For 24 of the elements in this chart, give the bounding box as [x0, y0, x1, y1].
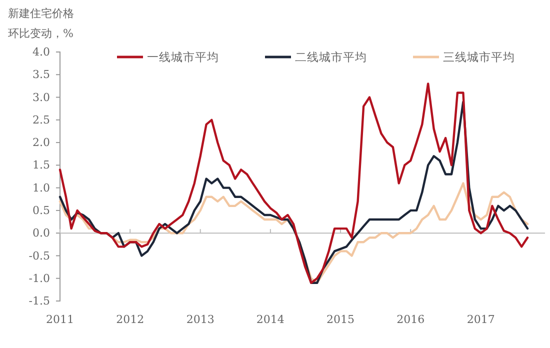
y-tick-label: 3.5 [32, 68, 50, 82]
y-tick-label: 1.0 [32, 181, 50, 194]
x-tick-label: 2017 [466, 313, 495, 326]
y-tick-label: 0.5 [32, 204, 50, 217]
y-tick-label: -1.0 [28, 272, 50, 285]
y-tick-label: 0.0 [32, 226, 50, 240]
y-tick-label: 2.0 [32, 136, 50, 150]
x-tick-label: 2015 [326, 313, 355, 326]
legend-label: 二线城市平均 [295, 50, 367, 64]
legend-label: 一线城市平均 [147, 50, 219, 64]
line-series [58, 182, 529, 284]
legend-label: 三线城市平均 [443, 50, 515, 64]
x-tick-label: 2016 [396, 313, 425, 326]
x-tick-label: 2011 [46, 313, 74, 326]
x-tick-label: 2014 [256, 313, 284, 326]
y-tick-label: 4.0 [32, 46, 50, 59]
x-tick-label: 2012 [116, 313, 144, 326]
x-tick-label: 2013 [186, 313, 214, 326]
y-tick-label: -1.5 [28, 294, 50, 308]
y-tick-label: -0.5 [28, 249, 50, 262]
y-tick-label: 1.5 [32, 158, 50, 172]
y-axis-title: 新建住宅价格环比变动，% [8, 7, 74, 40]
y-tick-label: 2.5 [32, 113, 50, 126]
y-tick-label: 3.0 [32, 90, 50, 104]
